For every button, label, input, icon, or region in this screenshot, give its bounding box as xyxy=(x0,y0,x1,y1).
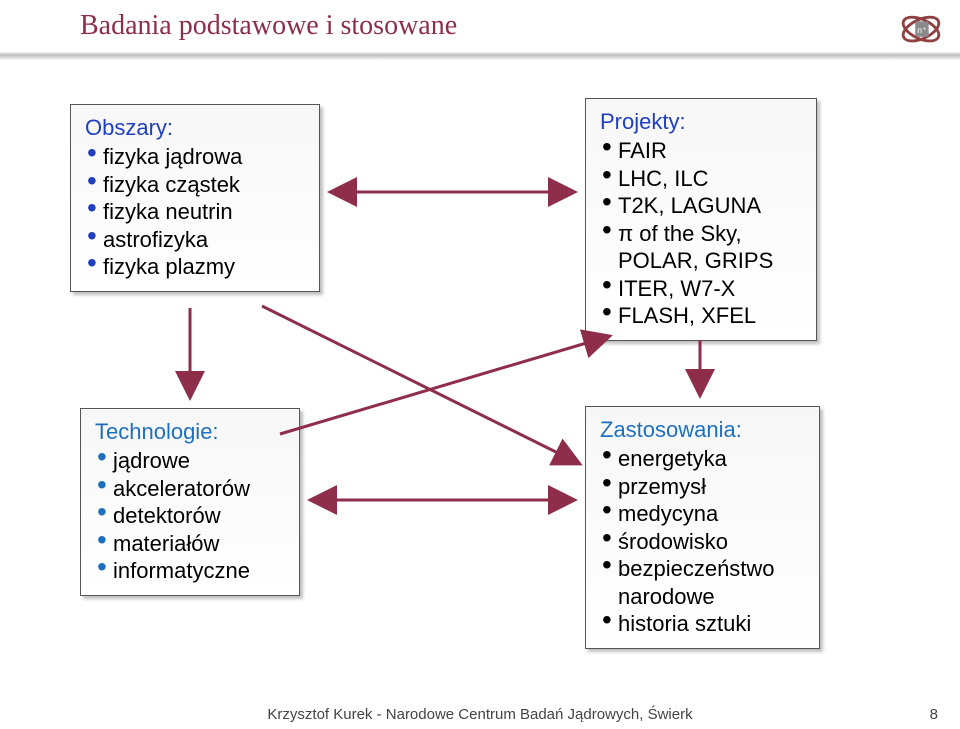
page-number: 8 xyxy=(930,706,938,723)
footer-text: Krzysztof Kurek - Narodowe Centrum Badań… xyxy=(0,706,960,723)
connector-arrow xyxy=(262,306,580,464)
connector-arrow xyxy=(280,336,610,434)
connectors-layer xyxy=(0,0,960,729)
slide: Badania podstawowe i stosowane n⁺ Obszar… xyxy=(0,0,960,729)
